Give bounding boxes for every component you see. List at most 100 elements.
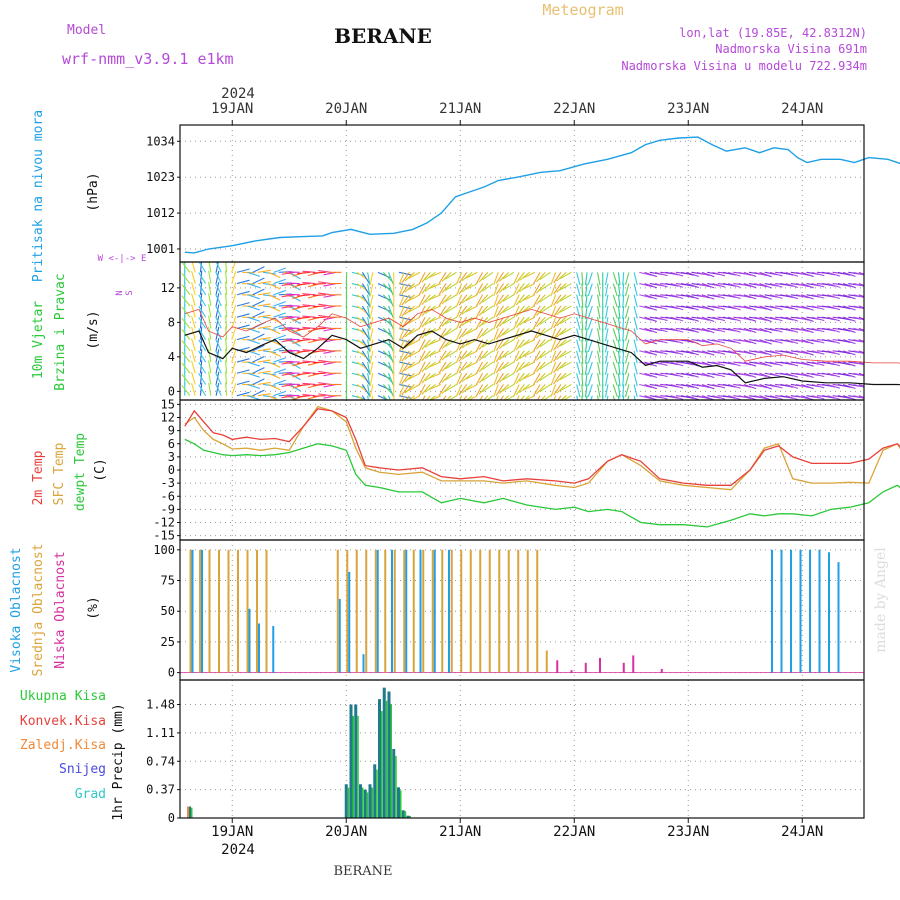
wind-barb [701, 283, 715, 289]
y-tick-label: 0 [168, 811, 175, 825]
wind-barb [231, 383, 237, 396]
wind-barb [493, 361, 499, 375]
wind-barb [398, 272, 405, 285]
wind-barb [654, 383, 668, 389]
wind-barb [515, 339, 525, 351]
wind-barb [428, 283, 441, 290]
wind-barb [312, 271, 326, 274]
wind-barb [388, 328, 394, 341]
wind-barb [438, 272, 447, 284]
wind-barb [401, 305, 410, 317]
wind-barb [312, 383, 326, 386]
wind-barb [785, 361, 799, 367]
wind-barb [482, 271, 494, 281]
wind-barb [550, 305, 557, 319]
wind-barb [581, 384, 584, 398]
wind-barb [536, 294, 546, 305]
wind-barb [559, 350, 572, 358]
temp-ylabel-3: dewpt Temp [73, 433, 88, 511]
wind-barb [461, 361, 473, 371]
wind-barb [236, 279, 250, 285]
wind-barb [654, 327, 668, 333]
low-cloud-bar [632, 655, 635, 673]
wind-barb [853, 395, 864, 399]
wind-barb [622, 283, 625, 297]
wind-barb [606, 395, 609, 400]
wind-barb [696, 283, 710, 288]
model-altitude-label: Nadmorska Visina u modelu 722.934m [621, 59, 867, 73]
total-precip-bar-edge [390, 704, 392, 818]
wind-barb [584, 350, 588, 364]
wind-barb [727, 294, 741, 300]
wind-barb [225, 281, 228, 295]
wind-barb [519, 283, 530, 293]
wind-barb [644, 316, 658, 322]
wind-speed-line [184, 330, 900, 386]
wind-barb [596, 272, 601, 286]
wind-barb [215, 382, 220, 396]
wind-barb [811, 294, 825, 299]
cloud-panel: 0 25 50 75 100 [153, 540, 864, 680]
wind-barb [712, 294, 726, 299]
wind-barb [686, 361, 699, 367]
cloud-grid [180, 540, 864, 680]
wind-barb [455, 339, 463, 352]
wind-barb [441, 316, 452, 327]
wind-barb [458, 305, 468, 317]
wind-barb [743, 305, 757, 311]
high-cloud-bar [362, 654, 365, 673]
wind-barb [536, 283, 546, 294]
wind-barb [268, 361, 281, 368]
wind-barb [576, 305, 581, 319]
wind-barb [581, 362, 584, 376]
total-precip-bar [382, 687, 386, 818]
wind-barb [686, 316, 699, 322]
mid-cloud-bar [498, 549, 501, 673]
wind-barb [617, 328, 621, 342]
wind-barb [581, 305, 584, 319]
wind-barb [837, 294, 851, 299]
wind-barb [369, 328, 374, 342]
wind-barb [401, 372, 410, 385]
wind-barb [404, 384, 416, 394]
wind-barb [785, 283, 799, 288]
wind-barb [388, 305, 394, 319]
wind-barb [743, 294, 757, 300]
wind-barb [858, 372, 864, 376]
wind-barb [681, 294, 694, 299]
top-day-label: 19JAN [211, 101, 253, 117]
wind-barb [795, 327, 809, 332]
wind-barb [581, 395, 583, 400]
wind-barb [455, 305, 463, 319]
wind-barb [633, 294, 638, 308]
wind-barb [495, 361, 504, 374]
wind-barb [215, 305, 222, 318]
wind-barb [252, 333, 265, 341]
wind-barb [727, 361, 741, 367]
y-tick-label: 50 [161, 604, 175, 618]
wind-barb [553, 272, 562, 284]
wind-barb [461, 350, 473, 360]
wind-barb [482, 384, 494, 393]
total-precip-bar-edge [395, 755, 397, 818]
wind-barb [181, 351, 191, 363]
wind-barb [302, 371, 316, 374]
wind-barb [281, 294, 295, 298]
wind-barb [236, 391, 250, 397]
wind-barb [461, 305, 473, 315]
wind-barb [522, 350, 536, 357]
wind-barb [475, 294, 484, 307]
wind-barb [712, 372, 726, 378]
wind-barb [559, 271, 572, 280]
wind-barb [738, 395, 752, 400]
wind-barb [247, 294, 260, 300]
wind-barb [769, 305, 783, 311]
wind-barb [553, 328, 562, 340]
wind-barb [596, 339, 601, 353]
wind-barb [801, 283, 814, 289]
wind-barb [670, 383, 684, 389]
wind-barb [312, 339, 326, 341]
wind-barb [493, 305, 499, 319]
wind-barb [479, 395, 484, 400]
wind-barb [795, 372, 809, 377]
